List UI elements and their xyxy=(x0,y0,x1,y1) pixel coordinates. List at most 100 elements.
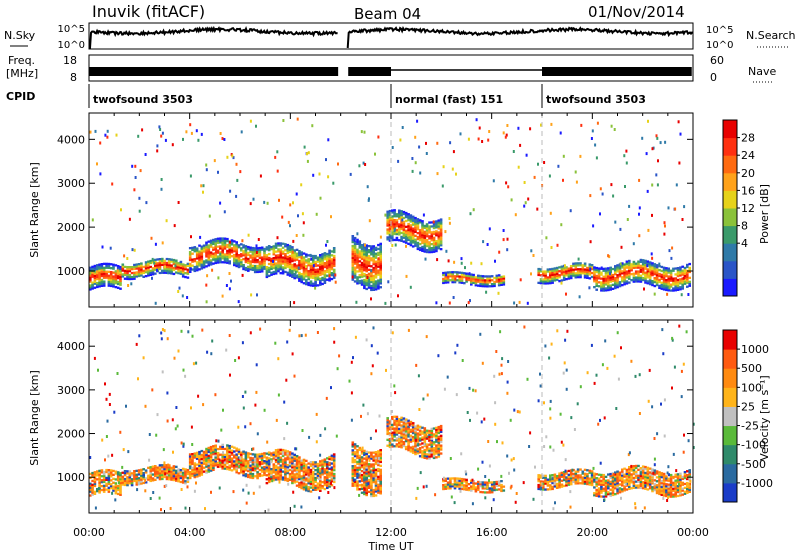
range-cell xyxy=(351,466,355,470)
range-cell xyxy=(674,273,677,276)
range-cell xyxy=(230,251,234,254)
range-cell xyxy=(267,453,271,456)
range-cell xyxy=(377,261,380,264)
range-cell xyxy=(165,468,169,471)
range-cell xyxy=(423,232,427,235)
range-cell xyxy=(400,237,403,240)
range-cell xyxy=(565,268,568,271)
range-cell xyxy=(395,215,399,218)
range-cell xyxy=(372,488,375,492)
range-cell xyxy=(195,467,199,470)
range-cell xyxy=(372,473,375,476)
range-cell xyxy=(193,258,197,261)
range-cell xyxy=(409,214,413,217)
range-cell xyxy=(365,488,368,491)
range-cell xyxy=(407,429,410,432)
range-cell xyxy=(305,473,308,476)
range-cell xyxy=(590,478,594,481)
scatter-cell xyxy=(276,236,279,240)
range-cell xyxy=(351,246,355,250)
cpid-segment-2: twofsound 3503 xyxy=(546,93,646,106)
scatter-cell xyxy=(675,183,678,187)
range-cell xyxy=(365,468,368,471)
range-cell xyxy=(444,477,447,480)
range-cell xyxy=(300,265,303,268)
range-cell xyxy=(467,483,471,486)
range-cell xyxy=(256,270,259,274)
range-cell xyxy=(472,482,475,485)
range-cell xyxy=(212,447,215,450)
range-cell xyxy=(360,483,364,486)
range-cell xyxy=(288,472,292,476)
range-cell xyxy=(107,262,111,266)
range-cell xyxy=(172,258,176,262)
scatter-cell xyxy=(647,272,650,276)
range-cell xyxy=(202,246,206,249)
range-cell xyxy=(163,467,166,471)
range-cell xyxy=(312,471,315,474)
scatter-cell xyxy=(579,154,582,158)
range-cell xyxy=(370,451,373,454)
range-cell xyxy=(154,262,157,265)
range-cell xyxy=(539,488,543,491)
range-cell xyxy=(274,470,278,473)
range-cell xyxy=(365,279,368,283)
range-cell xyxy=(307,480,310,483)
range-cell xyxy=(212,468,215,471)
scatter-cell xyxy=(414,161,417,165)
range-cell xyxy=(370,274,373,278)
range-cell xyxy=(351,248,355,252)
range-cell xyxy=(112,481,115,484)
scatter-cell xyxy=(356,250,359,254)
range-cell xyxy=(230,445,234,448)
scatter-cell xyxy=(134,164,137,168)
range-cell xyxy=(567,477,571,480)
range-cell xyxy=(195,247,199,250)
range-cell xyxy=(360,283,364,286)
range-cell xyxy=(291,454,294,457)
range-cell xyxy=(221,445,224,448)
range-cell xyxy=(425,241,429,244)
range-cell xyxy=(270,257,273,261)
range-cell xyxy=(216,453,220,457)
range-cell xyxy=(281,454,285,458)
range-cell xyxy=(641,273,645,276)
scatter-cell xyxy=(101,245,104,249)
range-cell xyxy=(319,269,322,273)
range-cell xyxy=(293,275,296,278)
scatter-cell xyxy=(116,269,119,273)
scatter-cell xyxy=(181,294,184,298)
range-cell xyxy=(284,262,287,266)
range-cell xyxy=(351,260,355,263)
range-cell xyxy=(579,482,582,485)
range-cell xyxy=(379,274,382,277)
range-cell xyxy=(411,422,415,425)
range-cell xyxy=(435,234,438,237)
range-cell xyxy=(312,486,315,489)
range-cell xyxy=(477,276,480,279)
range-cell xyxy=(641,261,645,264)
range-cell xyxy=(191,474,194,477)
range-cell xyxy=(586,276,589,279)
range-cell xyxy=(414,220,417,224)
range-cell xyxy=(360,281,364,284)
range-cell xyxy=(253,266,257,270)
range-cell xyxy=(267,266,271,270)
range-cell xyxy=(379,262,382,265)
range-cell xyxy=(305,261,308,264)
range-cell xyxy=(609,288,612,291)
range-cell xyxy=(116,485,120,488)
range-cell xyxy=(249,474,252,477)
scatter-cell xyxy=(205,168,208,172)
range-cell xyxy=(353,466,357,470)
range-cell xyxy=(291,458,294,461)
range-cell xyxy=(537,273,540,277)
range-cell xyxy=(372,469,375,472)
range-cell xyxy=(604,277,608,280)
range-cell xyxy=(542,486,545,489)
range-cell xyxy=(309,262,313,265)
range-cell xyxy=(198,460,201,463)
range-cell xyxy=(404,428,408,431)
range-cell xyxy=(258,260,262,263)
range-cell xyxy=(363,255,366,258)
